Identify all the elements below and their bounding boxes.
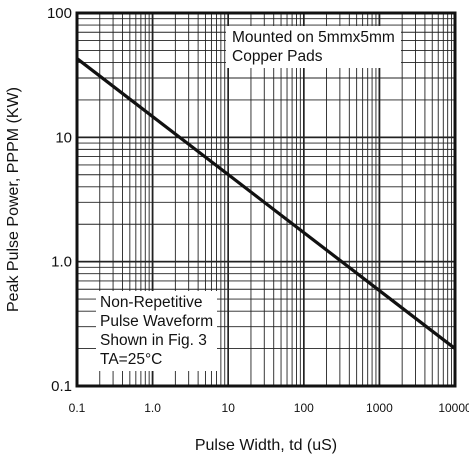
waveform-annotation-line-4: TA=25°C <box>100 351 163 368</box>
x-tick-labels: 0.1 1.0 10 100 1000 10000 <box>69 401 469 415</box>
x-tick-label: 10000 <box>438 401 469 415</box>
waveform-annotation: Non-Repetitive Pulse Waveform Shown in F… <box>96 291 218 371</box>
x-tick-label: 0.1 <box>69 401 86 415</box>
mounting-annotation-line-1: Mounted on 5mmx5mm <box>232 29 395 46</box>
mounting-annotation: Mounted on 5mmx5mm Copper Pads <box>226 26 401 68</box>
y-axis-label: Peak Pulse Power, PPPM (KW) <box>5 87 22 312</box>
x-tick-label: 1000 <box>366 401 393 415</box>
y-tick-label: 10 <box>55 129 72 146</box>
y-tick-label: 1.0 <box>51 254 72 271</box>
x-tick-label: 1.0 <box>144 401 161 415</box>
waveform-annotation-line-1: Non-Repetitive <box>100 294 203 311</box>
waveform-annotation-line-2: Pulse Waveform <box>100 313 214 330</box>
x-tick-label: 10 <box>222 401 236 415</box>
y-tick-label: 0.1 <box>51 378 72 395</box>
plot-frame <box>75 11 457 388</box>
y-tick-labels: 0.1 1.0 10 100 <box>47 5 72 395</box>
y-tick-label: 100 <box>47 5 72 22</box>
x-tick-label: 100 <box>294 401 314 415</box>
series-line <box>76 57 456 350</box>
series-layer <box>76 57 456 350</box>
mounting-annotation-line-2: Copper Pads <box>232 48 323 65</box>
waveform-annotation-line-3: Shown in Fig. 3 <box>100 332 207 349</box>
x-axis-label: Pulse Width, td (uS) <box>195 437 337 454</box>
